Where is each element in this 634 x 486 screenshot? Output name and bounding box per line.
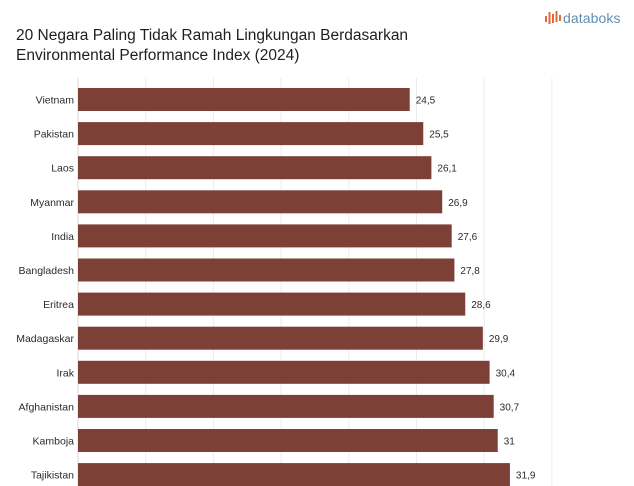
- bar-tajikistan[interactable]: [78, 463, 510, 486]
- bar-madagaskar[interactable]: [78, 326, 483, 350]
- chart-title-line-2: Environmental Performance Index (2024): [16, 47, 300, 64]
- category-label: Myanmar: [30, 197, 74, 209]
- category-label: Eritrea: [43, 299, 74, 311]
- category-label: Laos: [51, 163, 74, 175]
- value-label: 31,9: [516, 471, 536, 482]
- grid-lines: [77, 78, 553, 486]
- category-label: Kamboja: [33, 436, 75, 448]
- value-label: 30,7: [500, 402, 520, 413]
- bar-vietnam[interactable]: [78, 88, 410, 111]
- bar-laos[interactable]: [78, 156, 432, 180]
- category-label: Irak: [56, 367, 74, 379]
- value-label: 30,4: [496, 368, 516, 379]
- bar-irak[interactable]: [78, 360, 490, 384]
- bar-pakistan[interactable]: [78, 122, 424, 146]
- databoks-logo[interactable]: databoks: [545, 10, 621, 26]
- category-label: Bangladesh: [19, 265, 75, 277]
- value-label: 27,6: [458, 232, 478, 243]
- category-label: India: [51, 231, 74, 243]
- bar-bangladesh[interactable]: [78, 258, 455, 282]
- category-label: Pakistan: [34, 129, 74, 141]
- category-label: Madagaskar: [16, 333, 74, 345]
- value-label: 26,1: [437, 164, 457, 175]
- category-label: Afghanistan: [19, 401, 75, 413]
- chart-title-line-1: 20 Negara Paling Tidak Ramah Lingkungan …: [16, 27, 409, 44]
- value-label: 24,5: [416, 96, 436, 107]
- bar-afghanistan[interactable]: [78, 394, 494, 418]
- value-label: 27,8: [460, 266, 480, 277]
- value-label: 28,6: [471, 300, 491, 311]
- bar-india[interactable]: [78, 224, 452, 248]
- bar-kamboja[interactable]: [78, 429, 498, 452]
- logo-text: databoks: [563, 10, 621, 26]
- bar-myanmar[interactable]: [78, 190, 443, 214]
- bars: [78, 88, 510, 486]
- bar-eritrea[interactable]: [78, 292, 466, 316]
- value-label: 29,9: [489, 334, 509, 345]
- category-label: Tajikistan: [31, 470, 74, 482]
- value-label: 31: [504, 437, 516, 448]
- category-label: Vietnam: [36, 95, 75, 107]
- labels: Vietnam 24,5 Pakistan 25,5 Laos 26,1 Myanmar 26…: [16, 95, 536, 482]
- value-label: 25,5: [429, 130, 449, 141]
- chart-title: 20 Negara Paling Tidak Ramah Lingkungan …: [16, 26, 476, 66]
- value-label: 26,9: [448, 198, 468, 209]
- bar-chart-icon: [545, 11, 561, 24]
